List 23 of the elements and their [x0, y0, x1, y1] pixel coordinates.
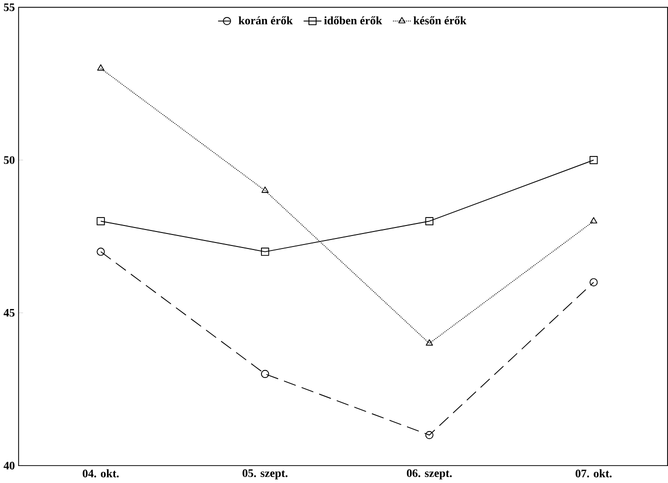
y-tick-label: 50 — [4, 156, 14, 164]
x-tick-label: 06. szept. — [406, 469, 452, 480]
point — [96, 217, 105, 226]
point — [261, 186, 269, 193]
x-tick-label: 04. okt. — [82, 469, 119, 478]
point — [425, 431, 434, 440]
legend-label: korán érők — [238, 16, 293, 25]
x-tick-label: 05. szept. — [242, 469, 288, 480]
point — [260, 370, 270, 378]
point — [425, 217, 434, 226]
point — [590, 217, 598, 224]
legend-label: időben érők — [324, 16, 382, 25]
point — [590, 278, 598, 286]
x-tick-label: 07. okt. — [576, 469, 612, 478]
y-tick-label: 55 — [4, 4, 15, 12]
legend-label: későn érők — [414, 16, 466, 25]
point — [260, 248, 270, 256]
y-tick-label: 45 — [4, 309, 15, 317]
point — [96, 248, 105, 256]
y-tick-label: 40 — [4, 462, 14, 470]
point — [590, 156, 598, 164]
point — [97, 64, 104, 71]
point — [426, 339, 433, 346]
